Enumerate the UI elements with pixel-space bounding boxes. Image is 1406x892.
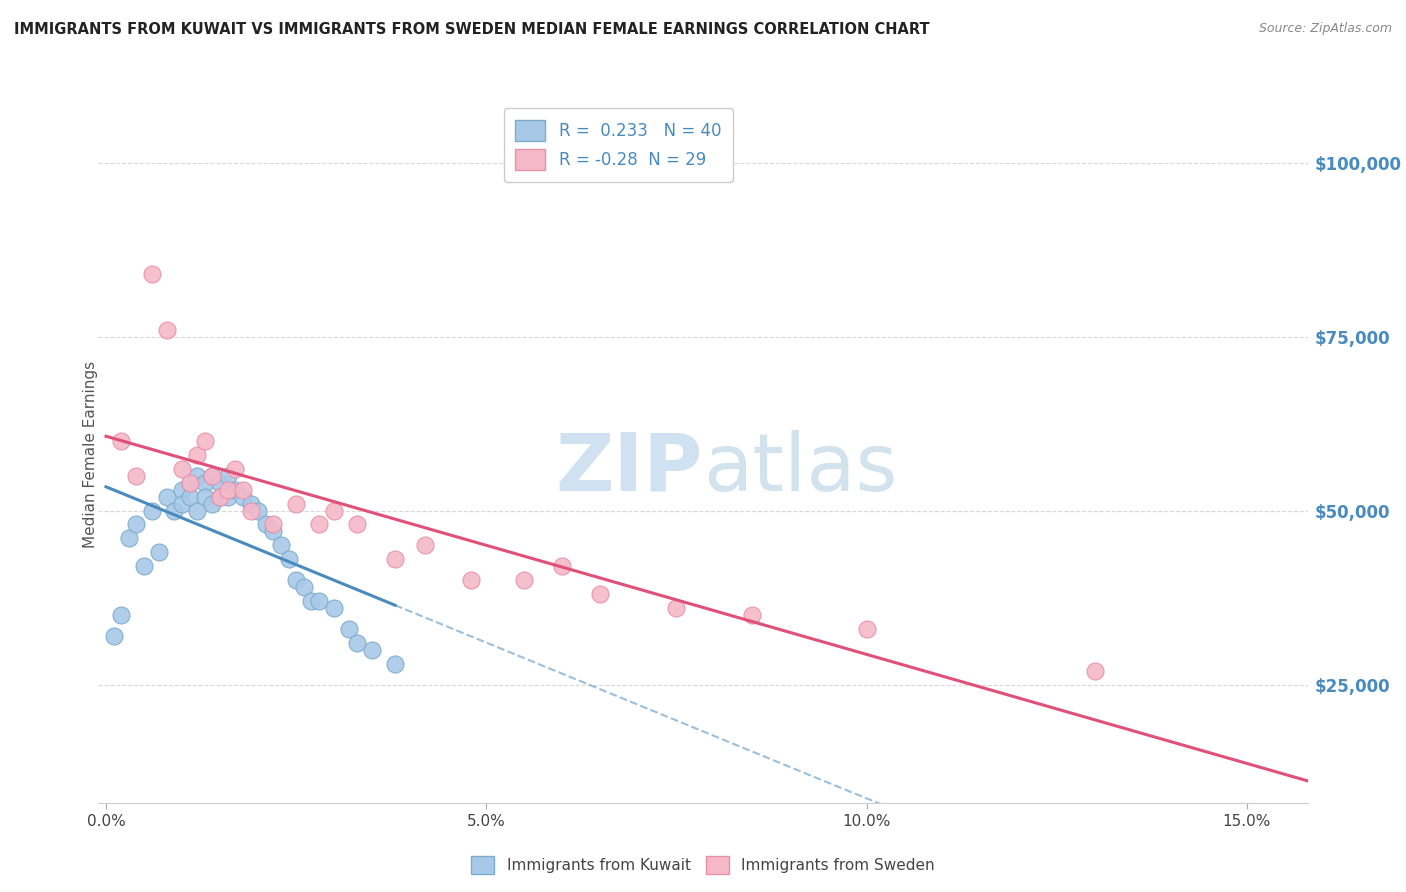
Point xyxy=(170,462,193,476)
Point xyxy=(384,552,406,566)
Point xyxy=(513,573,536,587)
Point xyxy=(277,552,299,566)
Point xyxy=(209,475,232,490)
Point xyxy=(170,497,193,511)
Point xyxy=(337,622,360,636)
Point xyxy=(194,434,217,448)
Point xyxy=(232,490,254,504)
Point xyxy=(194,475,217,490)
Point xyxy=(741,607,763,622)
Point xyxy=(232,483,254,497)
Point xyxy=(224,483,246,497)
Point xyxy=(361,642,384,657)
Point xyxy=(285,573,308,587)
Text: IMMIGRANTS FROM KUWAIT VS IMMIGRANTS FROM SWEDEN MEDIAN FEMALE EARNINGS CORRELAT: IMMIGRANTS FROM KUWAIT VS IMMIGRANTS FRO… xyxy=(14,22,929,37)
Point xyxy=(415,538,437,552)
Point xyxy=(186,468,208,483)
Point xyxy=(855,622,877,636)
Point xyxy=(308,517,330,532)
Point xyxy=(132,559,155,574)
Point xyxy=(103,629,125,643)
Point xyxy=(118,532,141,546)
Point xyxy=(170,483,193,497)
Text: ZIP: ZIP xyxy=(555,430,703,508)
Y-axis label: Median Female Earnings: Median Female Earnings xyxy=(83,361,97,549)
Legend: Immigrants from Kuwait, Immigrants from Sweden: Immigrants from Kuwait, Immigrants from … xyxy=(465,850,941,880)
Point xyxy=(262,524,284,539)
Point xyxy=(247,503,270,517)
Point xyxy=(270,538,292,552)
Point xyxy=(179,475,201,490)
Point xyxy=(551,559,574,574)
Point xyxy=(156,490,179,504)
Point xyxy=(209,490,232,504)
Point xyxy=(384,657,406,671)
Point xyxy=(292,580,315,594)
Point xyxy=(186,448,208,462)
Point xyxy=(125,517,148,532)
Point xyxy=(1084,664,1107,678)
Text: Source: ZipAtlas.com: Source: ZipAtlas.com xyxy=(1258,22,1392,36)
Point xyxy=(186,503,208,517)
Point xyxy=(179,490,201,504)
Point xyxy=(201,468,224,483)
Point xyxy=(148,545,170,559)
Point xyxy=(254,517,277,532)
Point xyxy=(299,594,322,608)
Point xyxy=(224,462,246,476)
Point xyxy=(323,601,346,615)
Point xyxy=(589,587,612,601)
Point xyxy=(141,267,163,281)
Point xyxy=(163,503,186,517)
Point xyxy=(285,497,308,511)
Point xyxy=(209,490,232,504)
Point xyxy=(201,468,224,483)
Point xyxy=(194,490,217,504)
Text: atlas: atlas xyxy=(703,430,897,508)
Point xyxy=(346,636,368,650)
Point xyxy=(179,475,201,490)
Point xyxy=(262,517,284,532)
Point xyxy=(156,323,179,337)
Point xyxy=(110,434,132,448)
Point xyxy=(110,607,132,622)
Point xyxy=(217,490,239,504)
Legend: R =  0.233   N = 40, R = -0.28  N = 29: R = 0.233 N = 40, R = -0.28 N = 29 xyxy=(503,109,733,182)
Point xyxy=(141,503,163,517)
Point xyxy=(201,497,224,511)
Point xyxy=(665,601,688,615)
Point xyxy=(239,497,262,511)
Point xyxy=(125,468,148,483)
Point xyxy=(217,468,239,483)
Point xyxy=(460,573,482,587)
Point xyxy=(323,503,346,517)
Point xyxy=(217,483,239,497)
Point xyxy=(346,517,368,532)
Point xyxy=(239,503,262,517)
Point xyxy=(308,594,330,608)
